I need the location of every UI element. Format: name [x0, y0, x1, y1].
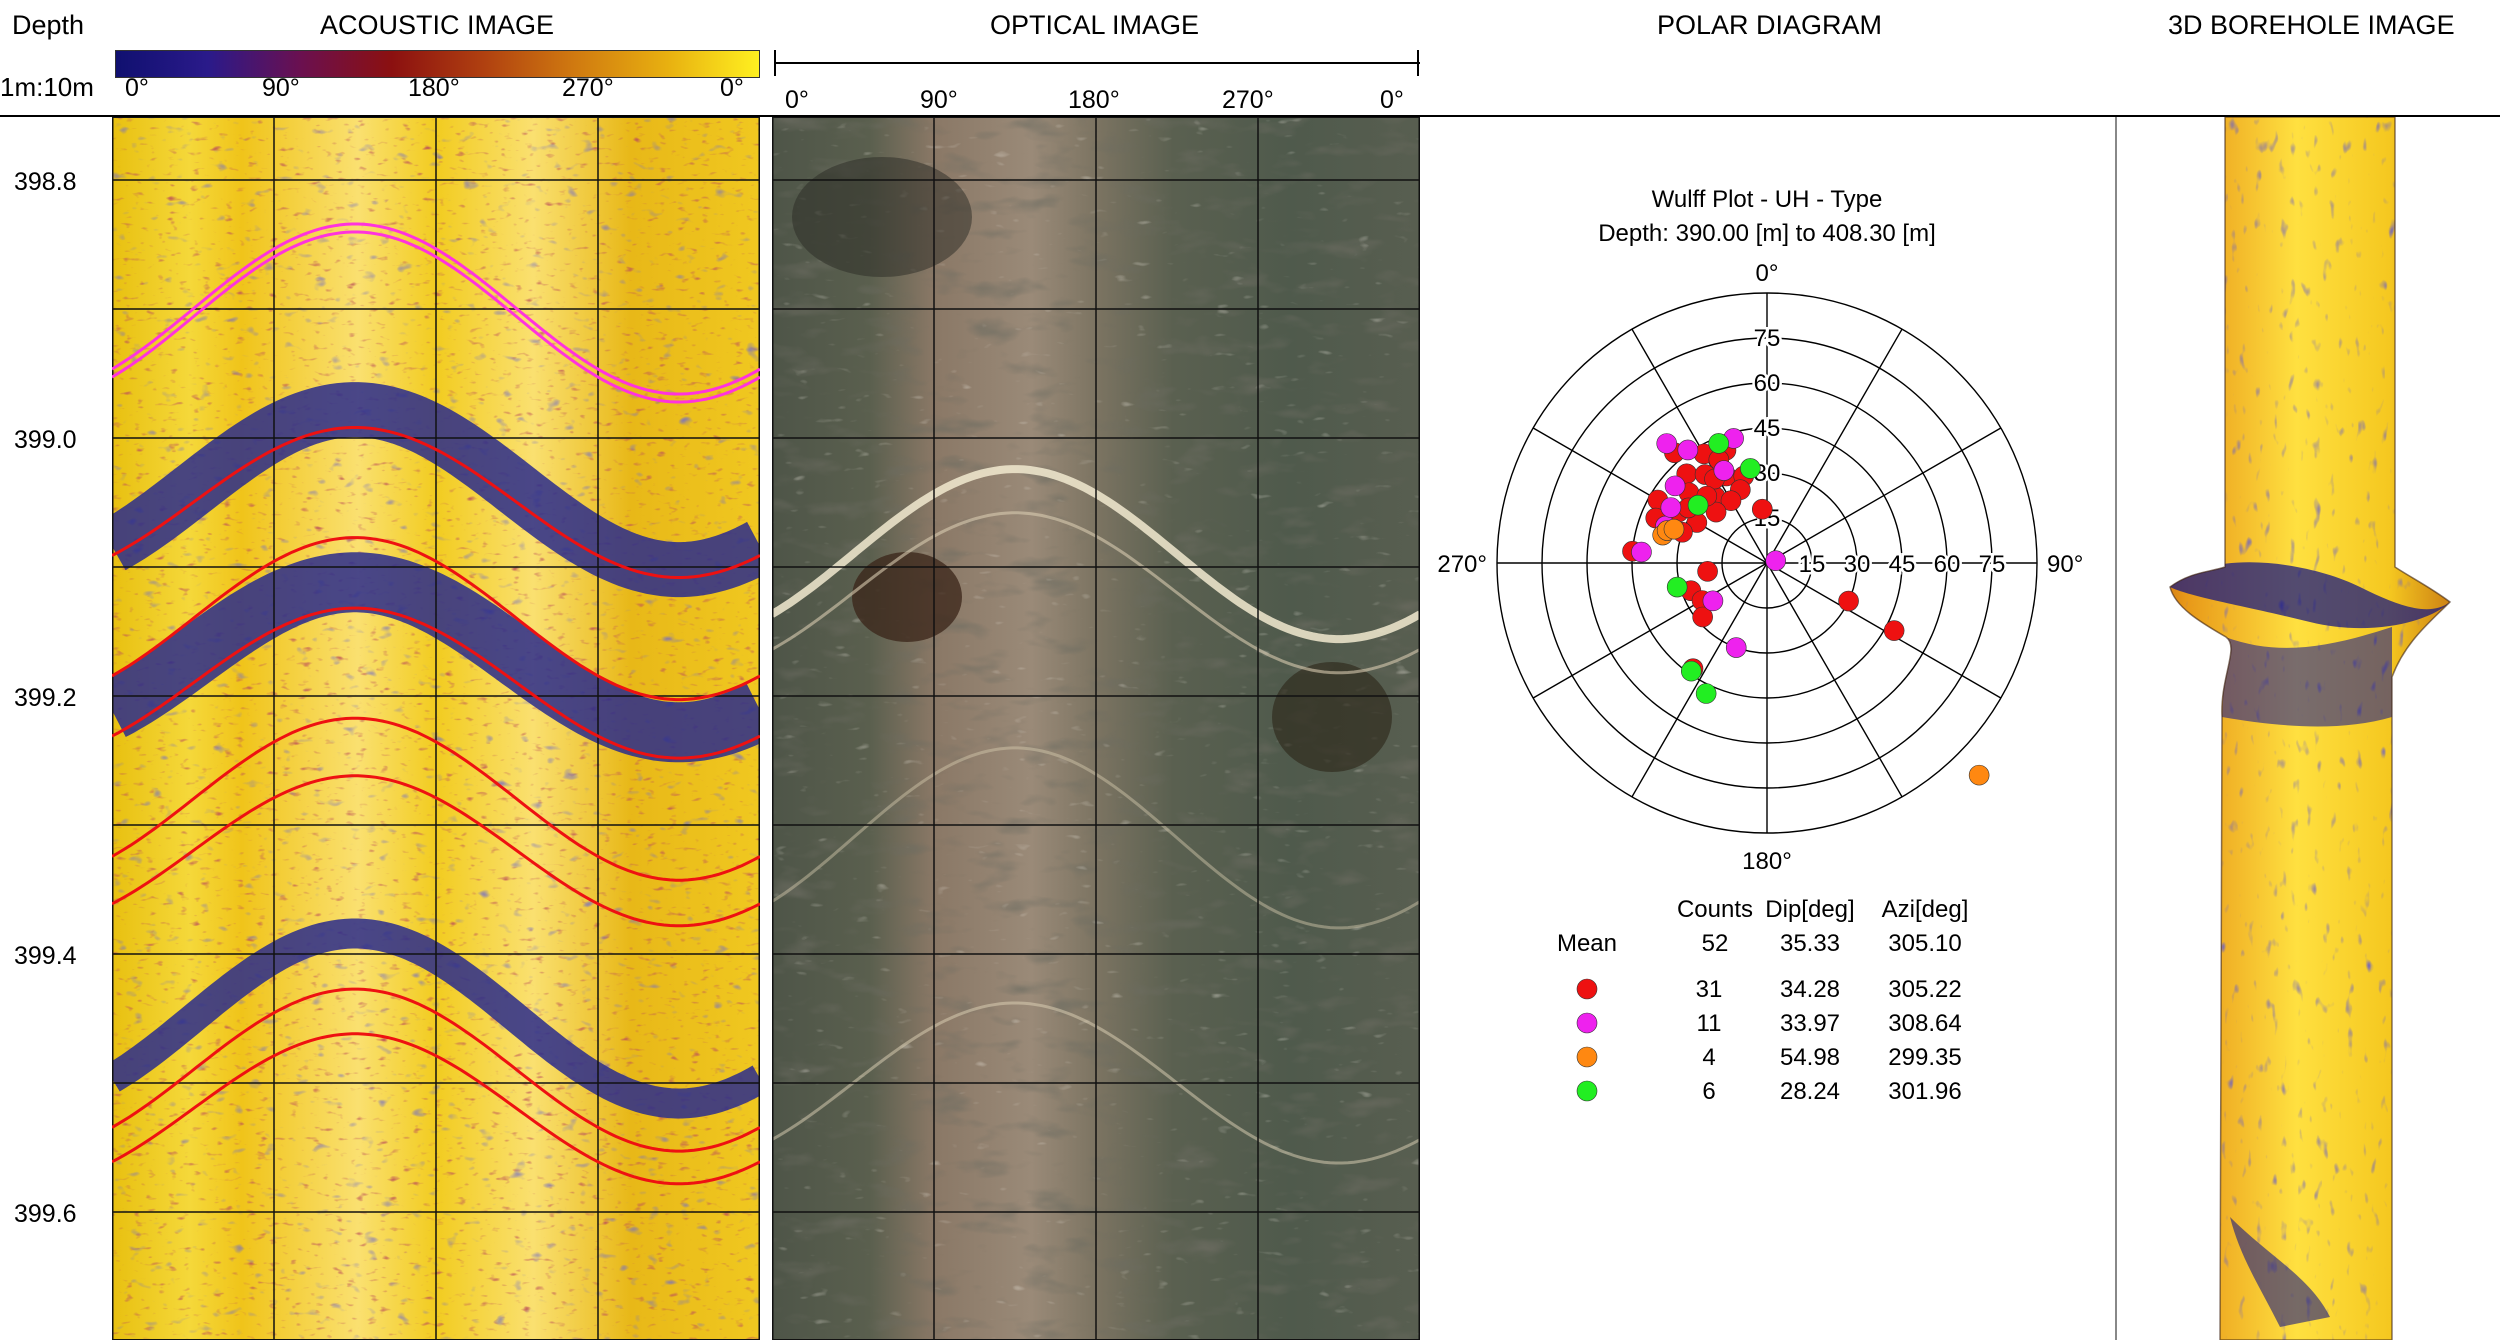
- dip-point: [1680, 660, 1702, 682]
- stats-value: 31: [1696, 976, 1723, 1003]
- acoustic-header: ACOUSTIC IMAGE: [320, 10, 555, 40]
- dip-point: [1697, 561, 1718, 582]
- depth-label: 398.8: [14, 168, 77, 196]
- dip-point: [1713, 460, 1735, 481]
- stats-value: 54.98: [1780, 1044, 1840, 1071]
- stats-value: 301.96: [1888, 1078, 1961, 1105]
- optical-image-track[interactable]: [772, 117, 1420, 1340]
- dip-tick-label: 60: [1934, 551, 1961, 578]
- azimuth-label: 0°: [1756, 260, 1779, 287]
- dip-point: [1666, 576, 1688, 598]
- acoustic-tick: 180°: [408, 74, 460, 102]
- dip-point: [1631, 541, 1652, 563]
- plot-subtitle: Depth: 390.00 [m] to 408.30 [m]: [1598, 220, 1936, 247]
- optical-tick: 180°: [1068, 86, 1120, 114]
- dip-point: [1883, 620, 1905, 641]
- dip-point: [1708, 433, 1729, 454]
- stats-value: 28.24: [1780, 1078, 1840, 1105]
- optical-tick: 90°: [920, 86, 958, 114]
- stats-value: 308.64: [1888, 1010, 1961, 1037]
- azimuth-spoke: [1532, 562, 1768, 699]
- acoustic-tick: 0°: [720, 74, 744, 102]
- dip-point: [1695, 683, 1717, 704]
- dip-point: [1663, 518, 1685, 540]
- azimuth-label: 180°: [1742, 848, 1792, 875]
- dip-point: [1725, 637, 1747, 658]
- dip-point: [1751, 498, 1773, 520]
- azimuth-label: 270°: [1437, 551, 1487, 578]
- panel-divider: [2115, 117, 2117, 1340]
- stats-legend-marker: [1576, 1046, 1598, 1068]
- dip-tick-label: 75: [1979, 551, 2006, 578]
- azimuth-spoke: [1766, 328, 1903, 564]
- optical-tick: 270°: [1222, 86, 1274, 114]
- optical-header: OPTICAL IMAGE: [990, 10, 1200, 40]
- polar-header: POLAR DIAGRAM: [1657, 10, 1883, 40]
- dip-tick-label: 60: [1754, 370, 1781, 397]
- stats-value: 34.28: [1780, 976, 1840, 1003]
- borehole-3d-image[interactable]: [2130, 117, 2500, 1340]
- acoustic-color-scale: [115, 50, 760, 78]
- azimuth-spoke: [1631, 562, 1768, 798]
- acoustic-tick: 0°: [125, 74, 149, 102]
- dip-point: [1765, 550, 1786, 571]
- borehole3d-header: 3D BOREHOLE IMAGE: [2168, 10, 2455, 40]
- dip-point: [1968, 764, 1990, 786]
- azimuth-spoke: [1766, 427, 2002, 564]
- stats-legend-marker: [1576, 1012, 1598, 1034]
- stats-value: 11: [1697, 1010, 1722, 1037]
- stats-mean-value: 35.33: [1780, 930, 1840, 957]
- stats-value: 299.35: [1888, 1044, 1961, 1071]
- dip-point: [1687, 494, 1709, 516]
- dip-point: [1656, 433, 1678, 454]
- wulff-polar-plot[interactable]: Wulff Plot - UH - Type Depth: 390.00 [m]…: [1425, 117, 2113, 1340]
- dip-tick-label: 45: [1754, 415, 1781, 442]
- dip-tick-label: 30: [1844, 551, 1871, 578]
- header-divider: [0, 115, 2500, 117]
- stats-mean-label: Mean: [1557, 930, 1617, 957]
- stats-value: 4: [1702, 1044, 1715, 1071]
- stats-header: Azi[deg]: [1882, 896, 1969, 923]
- dip-point: [1660, 497, 1682, 518]
- dip-point: [1740, 458, 1761, 479]
- stats-header: Dip[deg]: [1765, 896, 1854, 923]
- dip-point: [1664, 475, 1686, 497]
- acoustic-tick: 270°: [562, 74, 614, 102]
- dip-tick-label: 15: [1799, 551, 1826, 578]
- stats-legend-marker: [1576, 978, 1598, 1000]
- stats-value: 305.22: [1888, 976, 1961, 1003]
- depth-label: 399.2: [14, 684, 77, 712]
- optical-tick: 0°: [1380, 86, 1404, 114]
- dip-point: [1702, 590, 1724, 612]
- dip-point: [1838, 590, 1859, 612]
- scale-label: 1m:10m: [0, 72, 94, 102]
- dip-tick-label: 75: [1754, 325, 1781, 352]
- plot-title: Wulff Plot - UH - Type: [1652, 186, 1883, 213]
- depth-header: Depth: [12, 10, 85, 40]
- depth-label: 399.6: [14, 1200, 77, 1228]
- stats-mean-value: 52: [1702, 930, 1729, 957]
- dip-point: [1720, 490, 1742, 511]
- azimuth-label: 90°: [2047, 551, 2083, 578]
- depth-label: 399.0: [14, 426, 77, 454]
- azimuth-spoke: [1766, 562, 1903, 798]
- dip-point: [1692, 606, 1713, 628]
- acoustic-tick: 90°: [262, 74, 300, 102]
- stats-legend-marker: [1576, 1080, 1598, 1102]
- stats-value: 33.97: [1780, 1010, 1840, 1037]
- stats-mean-value: 305.10: [1888, 930, 1961, 957]
- dip-tick-label: 45: [1889, 551, 1916, 578]
- stats-header: Counts: [1677, 896, 1753, 923]
- stats-value: 6: [1702, 1078, 1715, 1105]
- depth-label: 399.4: [14, 942, 77, 970]
- dip-point: [1705, 501, 1727, 523]
- optical-angle-scale: [774, 50, 1420, 76]
- dip-point: [1677, 439, 1699, 461]
- optical-tick: 0°: [785, 86, 809, 114]
- acoustic-image-track[interactable]: [112, 117, 760, 1340]
